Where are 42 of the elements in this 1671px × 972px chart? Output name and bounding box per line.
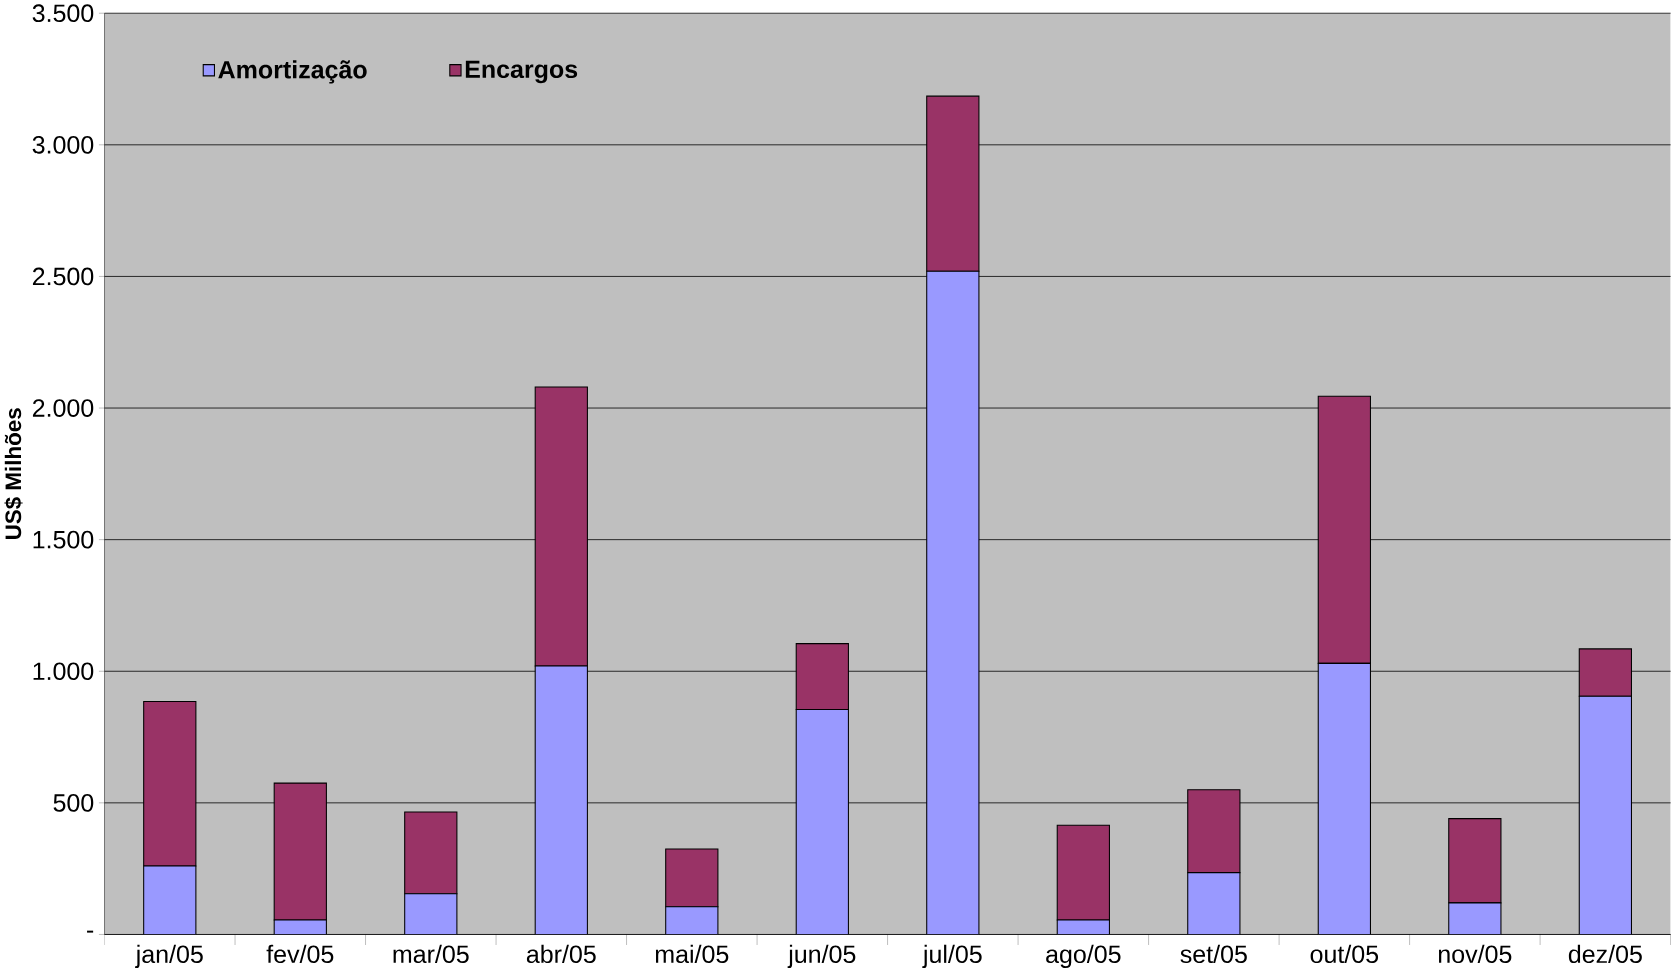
x-tick-label: out/05 (1310, 944, 1379, 963)
y-tick-label: 3.500 (32, 4, 94, 22)
bar (1578, 695, 1632, 935)
legend-label: Encargos (465, 60, 578, 83)
y-tick-label: 500 (53, 793, 94, 812)
bar (926, 270, 980, 935)
legend-label: Amortização (218, 60, 367, 84)
x-tick-label: jun/05 (787, 944, 856, 968)
bar (1187, 871, 1241, 935)
x-tick-label: dez/05 (1568, 944, 1642, 963)
y-tick-label: 1.500 (33, 530, 94, 549)
y-tick-label: 2.500 (32, 267, 94, 286)
x-tick-label: jul/05 (922, 944, 982, 968)
x-tick-label: nov/05 (1438, 944, 1512, 963)
bar (273, 782, 327, 921)
bar (795, 642, 849, 710)
y-tick-label: 3.000 (32, 135, 94, 154)
bar (404, 892, 458, 935)
x-tick-label: fev/05 (266, 944, 334, 963)
bar (1317, 395, 1371, 664)
bar (1448, 817, 1502, 904)
bar (1056, 824, 1110, 921)
y-tick-label: 2.000 (32, 398, 94, 417)
bar (1317, 662, 1371, 935)
bar (143, 865, 197, 935)
bar (1448, 902, 1502, 935)
bar (665, 848, 719, 908)
x-tick-label: abr/05 (526, 944, 596, 963)
y-axis-title: US$ Milhões (4, 408, 23, 539)
bar (795, 708, 849, 935)
bar (665, 906, 719, 935)
y-tick-label: 1.000 (33, 662, 94, 680)
bar (534, 665, 588, 935)
bar (534, 386, 588, 667)
bar (1187, 788, 1241, 873)
bar (404, 811, 458, 894)
x-tick-label: set/05 (1180, 944, 1247, 963)
x-tick-label: mar/05 (393, 944, 469, 963)
x-tick-label: jan/05 (135, 944, 203, 968)
y-tick-label: - (87, 930, 94, 933)
x-tick-label: mai/05 (655, 944, 729, 963)
x-tick-label: ago/05 (1046, 944, 1121, 968)
